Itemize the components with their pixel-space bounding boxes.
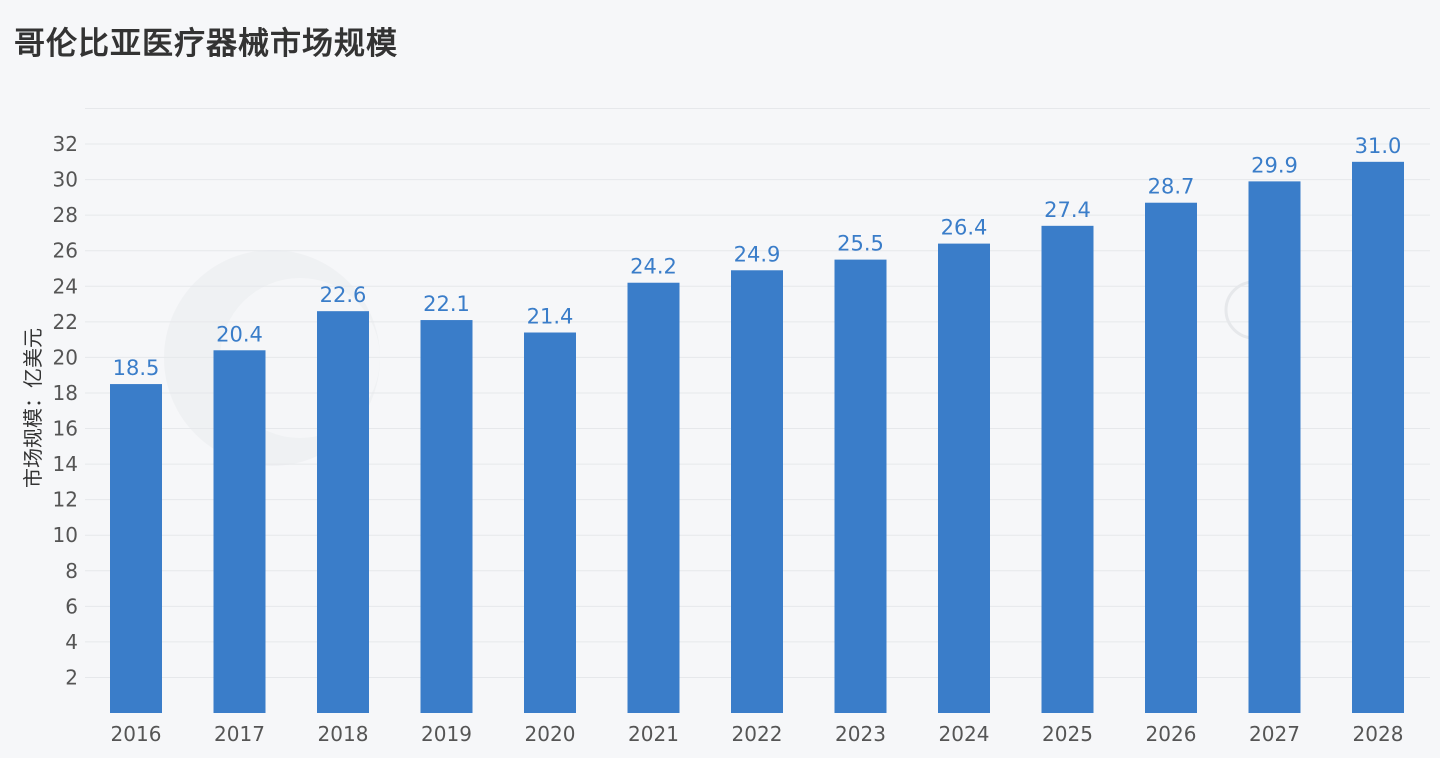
x-tick-label: 2028 (1353, 722, 1404, 746)
x-tick-label: 2021 (628, 722, 679, 746)
data-label-2019: 22.1 (423, 292, 470, 316)
bar-2026 (1145, 202, 1197, 714)
bar-2018 (317, 311, 369, 713)
x-tick-label: 2024 (939, 722, 990, 746)
y-axis-title: 市场规模：亿美元 (21, 328, 45, 488)
bar-2028 (1352, 161, 1404, 713)
x-tick-label: 2016 (111, 722, 162, 746)
data-label-2027: 29.9 (1251, 153, 1298, 177)
bar-2019 (420, 320, 473, 713)
y-tick-label: 6 (65, 594, 78, 618)
x-tick-label: 2020 (525, 722, 576, 746)
x-tick-label: 2019 (421, 722, 472, 746)
x-tick-label: 2017 (214, 722, 265, 746)
y-tick-label: 20 (53, 345, 78, 369)
bars (110, 161, 1404, 714)
bar-2016 (110, 384, 162, 713)
y-tick-label: 2 (65, 665, 78, 689)
bar-2023 (834, 259, 887, 713)
y-tick-label: 18 (53, 381, 78, 405)
bar-2027 (1248, 181, 1301, 714)
y-tick-label: 12 (53, 488, 78, 512)
x-tick-label: 2027 (1249, 722, 1300, 746)
data-label-2026: 28.7 (1148, 175, 1195, 199)
bar-2017 (213, 350, 266, 713)
data-label-2021: 24.2 (630, 255, 677, 279)
x-tick-label: 2026 (1146, 722, 1197, 746)
data-label-2025: 27.4 (1044, 198, 1091, 222)
bar-2021 (627, 282, 680, 713)
x-tick-label: 2022 (732, 722, 783, 746)
y-tick-label: 32 (53, 132, 78, 156)
y-tick-label: 14 (53, 452, 78, 476)
x-axis-ticks: 2016 2017 2018 2019 2020 2021 2022 2023 2024 2025… (111, 722, 1404, 746)
data-labels: 18.5 20.4 22.6 22.1 21.4 24.2 24.9 25.5 26.4 27.4… (113, 134, 1402, 380)
chart-title: 哥伦比亚医疗器械市场规模 (14, 26, 398, 62)
data-label-2024: 26.4 (941, 216, 988, 240)
y-tick-label: 16 (53, 417, 78, 441)
y-tick-label: 24 (53, 274, 78, 298)
y-tick-label: 22 (53, 310, 78, 334)
bar-2022 (731, 270, 783, 713)
bar-2025 (1041, 225, 1094, 713)
y-tick-label: 28 (53, 203, 78, 227)
y-tick-label: 10 (53, 523, 78, 547)
x-tick-label: 2025 (1042, 722, 1093, 746)
x-tick-label: 2018 (318, 722, 369, 746)
bar-2020 (524, 332, 576, 713)
data-label-2017: 20.4 (216, 322, 263, 346)
data-label-2028: 31.0 (1355, 134, 1402, 158)
x-tick-label: 2023 (835, 722, 886, 746)
data-label-2020: 21.4 (527, 305, 574, 329)
data-label-2022: 24.9 (734, 242, 781, 266)
data-label-2018: 22.6 (320, 283, 367, 307)
y-tick-label: 8 (65, 559, 78, 583)
bar-2024 (938, 243, 990, 713)
y-tick-label: 26 (53, 239, 78, 263)
data-label-2016: 18.5 (113, 356, 160, 380)
data-label-2023: 25.5 (837, 232, 884, 256)
y-tick-label: 4 (65, 630, 78, 654)
y-tick-label: 30 (53, 168, 78, 192)
